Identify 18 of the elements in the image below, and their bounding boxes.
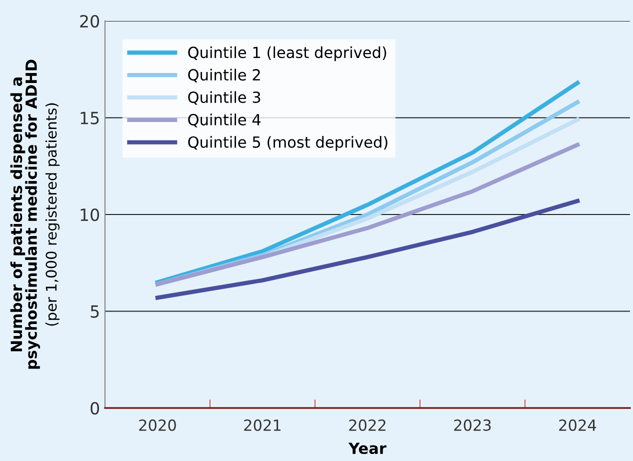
legend-label: Quintile 1 (least deprived) <box>188 46 386 62</box>
y-tick-label: 20 <box>80 14 100 28</box>
x-tick-label: 2024 <box>559 419 596 431</box>
y-tick-label: 10 <box>80 208 100 222</box>
line-series <box>155 198 580 300</box>
legend-label: Quintile 5 (most deprived) <box>188 136 388 151</box>
y-tick-label: 5 <box>90 305 99 318</box>
legend-label: Quintile 4 <box>188 114 261 128</box>
y-tick-label: 15 <box>80 112 99 124</box>
x-tick-label: 2020 <box>139 419 176 431</box>
x-tick-label: 2021 <box>244 419 281 431</box>
y-axis-title: Number of patients dispensed a psychostimulant medicine for ADHD (per 1,000 registered patients) <box>10 60 60 369</box>
y-tick-label: 0 <box>90 402 100 415</box>
x-tick-label: 2023 <box>454 419 491 431</box>
legend-label: Quintile 3 <box>188 91 260 105</box>
legend-label: Quintile 2 <box>188 68 260 82</box>
x-axis-title: Year <box>348 442 386 454</box>
x-tick-label: 2022 <box>349 419 386 431</box>
